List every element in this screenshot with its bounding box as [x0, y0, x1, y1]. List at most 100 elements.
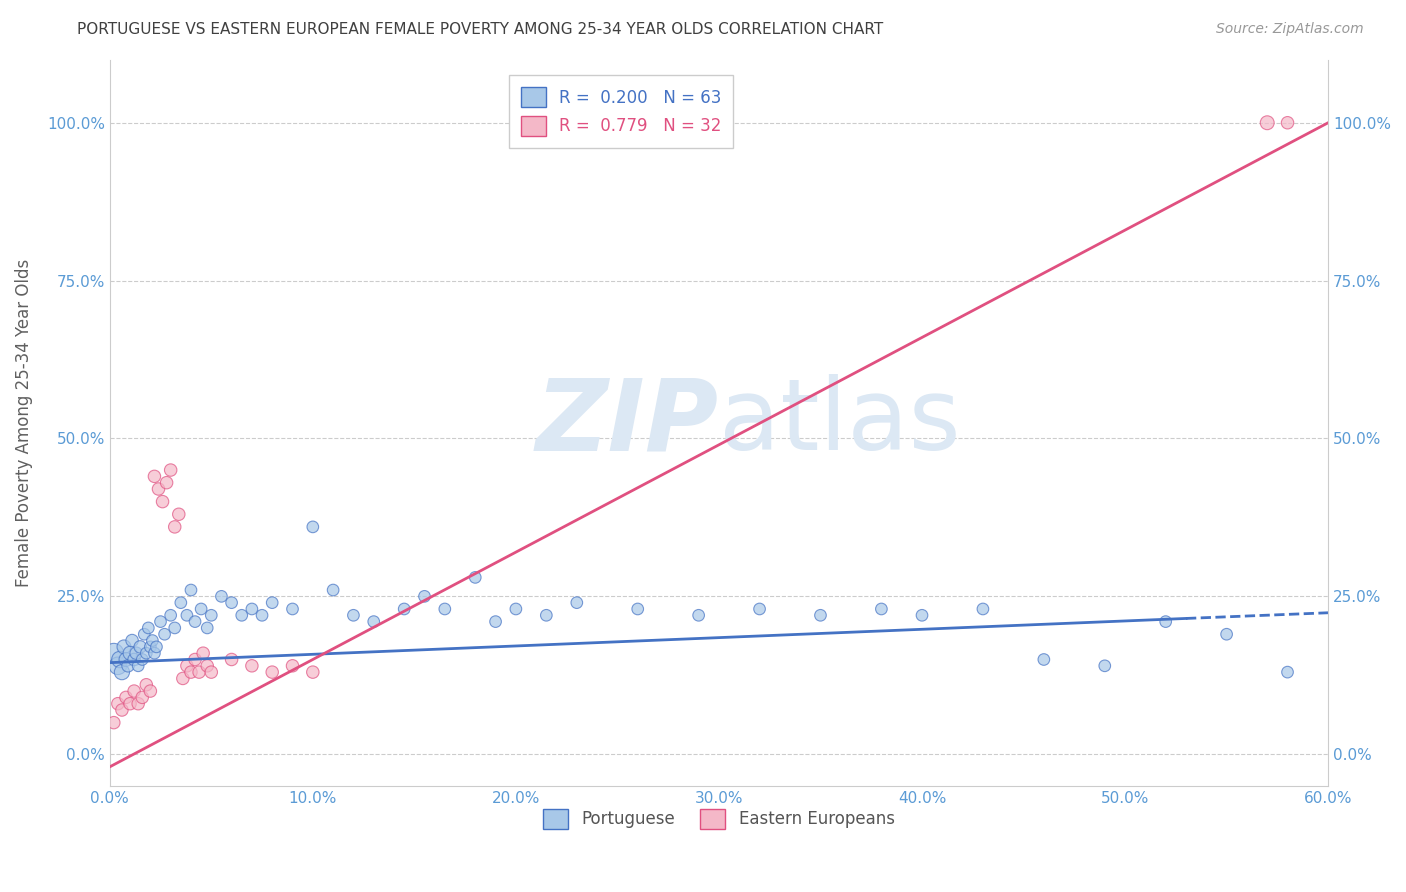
Point — [322, 582, 344, 597]
Point — [1277, 665, 1299, 680]
Point — [464, 570, 486, 584]
Point — [172, 672, 194, 686]
Point — [176, 608, 198, 623]
Point — [1256, 116, 1278, 130]
Point — [108, 652, 131, 666]
Legend: Portuguese, Eastern Europeans: Portuguese, Eastern Europeans — [537, 802, 901, 836]
Point — [200, 665, 222, 680]
Point — [122, 652, 145, 666]
Point — [152, 494, 174, 508]
Point — [363, 615, 385, 629]
Point — [231, 608, 253, 623]
Point — [111, 703, 134, 717]
Point — [627, 602, 650, 616]
Point — [159, 463, 181, 477]
Point — [870, 602, 893, 616]
Point — [159, 608, 181, 623]
Point — [115, 652, 138, 666]
Y-axis label: Female Poverty Among 25-34 Year Olds: Female Poverty Among 25-34 Year Olds — [15, 259, 32, 587]
Point — [250, 608, 273, 623]
Point — [143, 469, 166, 483]
Point — [195, 658, 218, 673]
Point — [748, 602, 770, 616]
Point — [221, 596, 243, 610]
Point — [167, 508, 190, 522]
Point — [107, 697, 129, 711]
Text: PORTUGUESE VS EASTERN EUROPEAN FEMALE POVERTY AMONG 25-34 YEAR OLDS CORRELATION : PORTUGUESE VS EASTERN EUROPEAN FEMALE PO… — [77, 22, 883, 37]
Point — [139, 684, 162, 698]
Point — [240, 602, 263, 616]
Point — [155, 475, 177, 490]
Point — [135, 678, 157, 692]
Point — [176, 658, 198, 673]
Point — [136, 621, 159, 635]
Point — [301, 520, 323, 534]
Point — [139, 640, 162, 654]
Point — [262, 596, 284, 610]
Point — [505, 602, 527, 616]
Point — [134, 627, 156, 641]
Point — [262, 665, 284, 680]
Point — [112, 640, 135, 654]
Point — [281, 602, 304, 616]
Point — [688, 608, 710, 623]
Text: ZIP: ZIP — [536, 374, 718, 471]
Point — [143, 646, 166, 660]
Point — [163, 621, 186, 635]
Point — [188, 665, 211, 680]
Point — [170, 596, 193, 610]
Point — [148, 482, 170, 496]
Point — [145, 640, 167, 654]
Point — [972, 602, 994, 616]
Point — [107, 658, 129, 673]
Point — [413, 590, 436, 604]
Point — [1277, 116, 1299, 130]
Point — [240, 658, 263, 673]
Point — [129, 640, 152, 654]
Point — [180, 665, 202, 680]
Point — [153, 627, 176, 641]
Point — [1094, 658, 1116, 673]
Point — [1032, 652, 1054, 666]
Point — [184, 652, 207, 666]
Point — [180, 582, 202, 597]
Point — [149, 615, 172, 629]
Point — [111, 665, 134, 680]
Point — [131, 690, 153, 705]
Point — [281, 658, 304, 673]
Point — [810, 608, 832, 623]
Point — [120, 646, 142, 660]
Point — [184, 615, 207, 629]
Point — [125, 646, 148, 660]
Point — [141, 633, 163, 648]
Point — [1215, 627, 1237, 641]
Point — [565, 596, 588, 610]
Point — [433, 602, 456, 616]
Point — [221, 652, 243, 666]
Point — [191, 646, 214, 660]
Point — [103, 646, 125, 660]
Point — [200, 608, 222, 623]
Point — [195, 621, 218, 635]
Point — [135, 646, 157, 660]
Point — [103, 715, 125, 730]
Point — [121, 633, 143, 648]
Point — [127, 697, 149, 711]
Point — [1154, 615, 1177, 629]
Point — [131, 652, 153, 666]
Point — [484, 615, 506, 629]
Point — [301, 665, 323, 680]
Point — [209, 590, 232, 604]
Point — [392, 602, 415, 616]
Point — [127, 658, 149, 673]
Point — [122, 684, 145, 698]
Text: Source: ZipAtlas.com: Source: ZipAtlas.com — [1216, 22, 1364, 37]
Point — [117, 658, 139, 673]
Point — [115, 690, 138, 705]
Point — [536, 608, 558, 623]
Point — [190, 602, 212, 616]
Text: atlas: atlas — [718, 374, 960, 471]
Point — [120, 697, 142, 711]
Point — [163, 520, 186, 534]
Point — [911, 608, 934, 623]
